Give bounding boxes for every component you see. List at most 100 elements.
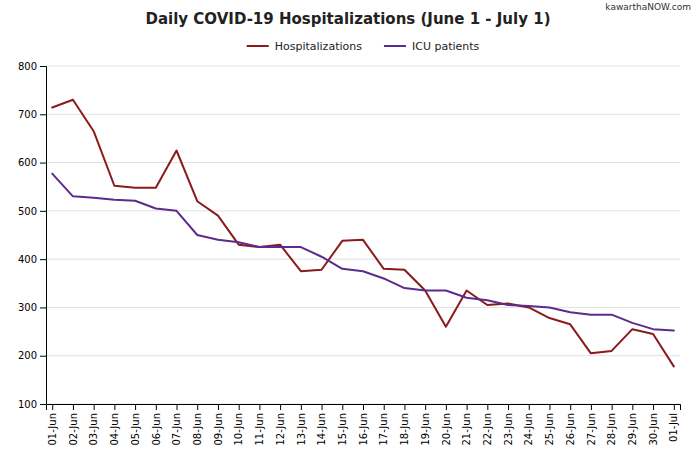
x-tick-label: 15-Jun [337,413,348,446]
y-tick: 300 [18,302,46,313]
y-axis: 100 200 300 400 500 600 700 800 [18,61,47,410]
y-tick-label: 200 [18,350,37,361]
x-tick-label: 29-Jun [627,413,638,446]
x-tick-label: 24-Jun [523,413,534,446]
x-tick-label: 13-Jun [296,413,307,446]
x-tick-mark [239,404,240,410]
x-tick-label: 03-Jun [88,413,99,446]
series-line [52,174,674,331]
x-tick: 06-Jun [151,404,162,446]
y-tick: 800 [18,61,46,72]
series-line [52,100,674,367]
x-tick-mark [363,404,364,410]
x-tick: 11-Jun [254,404,265,446]
y-tick: 200 [18,350,46,361]
x-tick-mark [653,404,654,410]
y-tick-label: 800 [18,61,37,72]
x-tick-label: 20-Jun [441,413,452,446]
y-tick: 700 [18,109,46,120]
x-tick-label: 02-Jun [68,413,79,446]
x-tick: 29-Jun [627,404,638,446]
y-tick-label: 100 [18,399,37,410]
x-tick-label: 06-Jun [151,413,162,446]
x-tick: 19-Jun [420,404,431,446]
x-tick-mark [591,404,592,410]
x-tick-label: 18-Jun [399,413,410,446]
legend-swatch [247,45,269,47]
x-tick-mark [218,404,219,410]
x-tick: 02-Jun [68,404,79,446]
legend-item: Hospitalizations [247,40,363,53]
x-tick-label: 04-Jun [109,413,120,446]
legend-label: Hospitalizations [275,40,363,53]
x-tick-label: 12-Jun [275,413,286,446]
x-tick-label: 10-Jun [233,413,244,446]
y-tick: 100 [18,399,46,410]
y-axis-line [40,67,47,405]
grid-line [46,210,680,211]
x-tick: 05-Jun [130,404,141,446]
x-tick-mark [94,404,95,410]
x-tick-label: 26-Jun [565,413,576,446]
y-tick-label: 600 [18,157,37,168]
y-tick-mark [40,114,46,115]
x-tick-mark [529,404,530,410]
x-tick: 07-Jun [171,404,182,446]
x-tick: 23-Jun [503,404,514,446]
legend-label: ICU patients [412,40,480,53]
y-tick-label: 400 [18,254,37,265]
x-tick-label: 23-Jun [503,413,514,446]
y-tick: 600 [18,157,46,168]
y-tick-label: 500 [18,206,37,217]
grid [46,66,680,404]
x-tick: 04-Jun [109,404,120,446]
x-tick-mark [632,404,633,410]
x-tick-mark [384,404,385,410]
x-tick-label: 27-Jun [586,413,597,446]
x-tick-mark [177,404,178,410]
x-tick-mark [135,404,136,410]
x-tick: 27-Jun [586,404,597,446]
x-tick-mark [487,404,488,410]
grid-line [46,114,680,115]
x-tick: 08-Jun [192,404,203,446]
x-tick-mark [404,404,405,410]
grid-line [46,307,680,308]
x-tick-label: 05-Jun [130,413,141,446]
y-tick-mark [40,163,46,164]
x-tick-label: 09-Jun [213,413,224,446]
y-tick: 400 [18,254,46,265]
x-tick: 01-Jun [47,404,58,446]
x-tick-mark [52,404,53,410]
chart: 100 200 300 400 500 600 700 800 01-Jun 02-Jun 03-J… [0,0,696,466]
x-tick-label: 25-Jun [544,413,555,446]
x-tick-label: 30-Jun [648,413,659,446]
x-tick-mark [446,404,447,410]
x-tick: 28-Jun [606,404,617,446]
y-tick-mark [40,307,46,308]
x-tick: 13-Jun [296,404,307,446]
x-tick-label: 19-Jun [420,413,431,446]
y-tick-label: 300 [18,302,37,313]
x-tick: 22-Jun [482,404,493,446]
plot-area [52,100,674,367]
x-axis-line [47,405,681,411]
x-axis: 01-Jun 02-Jun 03-Jun 04-Jun 05-Jun 06-Jun 07-J… [47,404,681,446]
x-tick-label: 28-Jun [606,413,617,446]
x-tick: 21-Jun [461,404,472,446]
x-tick: 12-Jun [275,404,286,446]
x-tick: 26-Jun [565,404,576,446]
annotation: kawarthaNOW.com [605,2,691,12]
x-tick-label: 17-Jun [378,413,389,446]
x-tick-label: 01-Jul [668,413,679,442]
x-tick-mark [73,404,74,410]
grid-line [46,259,680,260]
x-tick: 14-Jun [316,404,327,446]
x-tick-mark [301,404,302,410]
y-tick-mark [40,404,46,405]
grid-line [46,162,680,163]
x-tick-mark [508,404,509,410]
x-tick-label: 08-Jun [192,413,203,446]
legend-swatch [384,45,406,47]
y-tick-mark [40,356,46,357]
